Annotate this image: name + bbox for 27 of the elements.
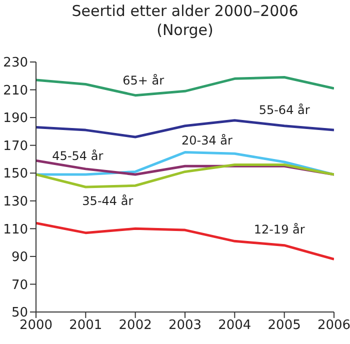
series-label: 65+ år xyxy=(122,73,164,88)
y-tick-label: 210 xyxy=(3,83,28,98)
y-tick-label: 110 xyxy=(3,222,28,238)
x-tick-label: 2003 xyxy=(168,318,202,334)
x-tick-label: 2000 xyxy=(19,318,53,334)
series-label: 12-19 år xyxy=(254,222,305,236)
y-tick-label: 130 xyxy=(3,194,28,210)
series-label: 55-64 år xyxy=(258,102,310,117)
x-tick-label: 2004 xyxy=(218,318,252,334)
x-tick-label: 2001 xyxy=(69,318,102,334)
line-series xyxy=(36,222,334,260)
y-tick-label: 90 xyxy=(11,250,28,266)
y-tick-label: 70 xyxy=(11,278,28,293)
chart-title: Seertid etter alder 2000–2006 xyxy=(70,2,300,21)
chart-subtitle: (Norge) xyxy=(156,21,214,40)
x-tick-label: 2005 xyxy=(268,318,301,334)
line-series xyxy=(36,76,334,97)
series-label: 20-34 år xyxy=(182,133,233,148)
y-tick-label: 150 xyxy=(3,166,28,182)
x-tick-label: 2002 xyxy=(118,318,152,334)
y-tick-label: 170 xyxy=(3,138,28,154)
series-label: 45-54 år xyxy=(52,148,104,163)
line-series xyxy=(36,164,334,188)
series-label: 35-44 år xyxy=(82,194,134,208)
x-tick-label: 2006 xyxy=(317,318,350,334)
y-tick-label: 190 xyxy=(3,111,28,126)
y-tick-label: 230 xyxy=(3,56,28,71)
